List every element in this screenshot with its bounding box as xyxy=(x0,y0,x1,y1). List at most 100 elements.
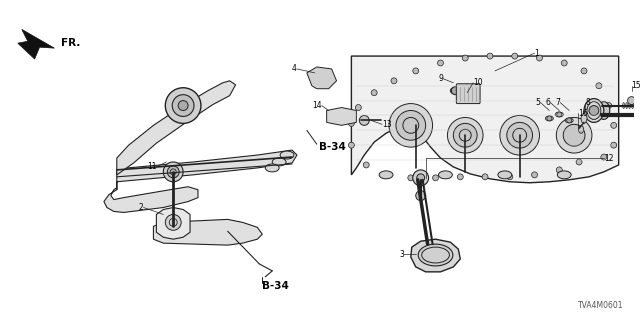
Circle shape xyxy=(172,95,194,116)
Ellipse shape xyxy=(557,171,571,179)
Circle shape xyxy=(532,172,538,178)
Text: 15: 15 xyxy=(632,81,640,90)
Circle shape xyxy=(563,124,585,146)
Circle shape xyxy=(348,120,355,126)
Ellipse shape xyxy=(451,87,460,94)
Ellipse shape xyxy=(438,171,452,179)
Polygon shape xyxy=(156,207,190,239)
Text: 14: 14 xyxy=(312,101,322,110)
Circle shape xyxy=(611,122,617,128)
Circle shape xyxy=(163,162,183,182)
Polygon shape xyxy=(117,150,297,190)
Circle shape xyxy=(557,112,562,117)
Ellipse shape xyxy=(632,103,634,108)
Circle shape xyxy=(556,167,563,173)
Polygon shape xyxy=(117,81,236,175)
Circle shape xyxy=(451,87,460,95)
Circle shape xyxy=(536,55,543,61)
Circle shape xyxy=(383,172,389,178)
Circle shape xyxy=(413,68,419,74)
Ellipse shape xyxy=(280,151,294,159)
Ellipse shape xyxy=(545,116,554,121)
Text: 3: 3 xyxy=(399,250,404,259)
Text: 2: 2 xyxy=(139,203,143,212)
Circle shape xyxy=(165,88,201,124)
Circle shape xyxy=(165,214,181,230)
Text: TVA4M0601: TVA4M0601 xyxy=(578,301,623,310)
Circle shape xyxy=(438,60,444,66)
Text: 7: 7 xyxy=(556,98,560,107)
Circle shape xyxy=(364,162,369,168)
Ellipse shape xyxy=(266,164,279,172)
Circle shape xyxy=(413,170,429,186)
Circle shape xyxy=(556,117,592,153)
Circle shape xyxy=(547,116,552,121)
Ellipse shape xyxy=(625,103,628,108)
Circle shape xyxy=(581,68,587,74)
Circle shape xyxy=(178,100,188,110)
Circle shape xyxy=(507,122,532,148)
Text: 11: 11 xyxy=(147,163,156,172)
Circle shape xyxy=(355,105,362,110)
Ellipse shape xyxy=(565,118,573,123)
Text: 6: 6 xyxy=(545,98,550,107)
Circle shape xyxy=(561,60,567,66)
Ellipse shape xyxy=(598,101,610,119)
Text: 13: 13 xyxy=(382,120,392,129)
Circle shape xyxy=(596,83,602,89)
Text: 5: 5 xyxy=(536,98,540,107)
Circle shape xyxy=(507,174,513,180)
Polygon shape xyxy=(307,67,337,89)
Text: 8: 8 xyxy=(585,98,590,107)
Text: 16: 16 xyxy=(578,109,588,118)
Polygon shape xyxy=(18,29,54,59)
Text: FR.: FR. xyxy=(61,38,81,48)
Ellipse shape xyxy=(623,103,625,108)
Circle shape xyxy=(348,142,355,148)
Circle shape xyxy=(482,174,488,180)
Circle shape xyxy=(408,175,414,181)
Circle shape xyxy=(601,154,607,160)
Circle shape xyxy=(606,103,612,108)
Polygon shape xyxy=(326,108,356,125)
Circle shape xyxy=(628,97,636,105)
Circle shape xyxy=(512,53,518,59)
Circle shape xyxy=(589,106,599,116)
Circle shape xyxy=(417,174,425,182)
Circle shape xyxy=(458,174,463,180)
Text: 1: 1 xyxy=(534,49,540,58)
Ellipse shape xyxy=(418,244,453,266)
Polygon shape xyxy=(351,56,619,183)
Ellipse shape xyxy=(581,114,587,124)
Circle shape xyxy=(447,117,483,153)
Text: 9: 9 xyxy=(438,74,444,83)
Circle shape xyxy=(359,116,369,125)
Circle shape xyxy=(487,53,493,59)
Circle shape xyxy=(391,78,397,84)
Text: 4: 4 xyxy=(292,64,297,73)
FancyBboxPatch shape xyxy=(456,84,480,104)
Ellipse shape xyxy=(379,171,393,179)
Ellipse shape xyxy=(584,99,604,122)
Circle shape xyxy=(462,55,468,61)
Circle shape xyxy=(396,110,426,140)
Circle shape xyxy=(433,175,438,181)
Polygon shape xyxy=(104,187,198,212)
Circle shape xyxy=(167,166,179,178)
Circle shape xyxy=(611,142,617,148)
Ellipse shape xyxy=(579,125,584,133)
Circle shape xyxy=(167,215,179,227)
Polygon shape xyxy=(411,239,460,272)
Circle shape xyxy=(453,124,477,147)
Circle shape xyxy=(500,116,540,155)
Ellipse shape xyxy=(556,112,563,117)
Circle shape xyxy=(416,191,426,201)
Ellipse shape xyxy=(498,171,512,179)
Polygon shape xyxy=(154,220,262,245)
Text: 10: 10 xyxy=(473,78,483,87)
Ellipse shape xyxy=(628,103,630,108)
Circle shape xyxy=(389,104,433,147)
Circle shape xyxy=(576,159,582,165)
Circle shape xyxy=(566,118,572,123)
Text: 12: 12 xyxy=(604,154,613,163)
